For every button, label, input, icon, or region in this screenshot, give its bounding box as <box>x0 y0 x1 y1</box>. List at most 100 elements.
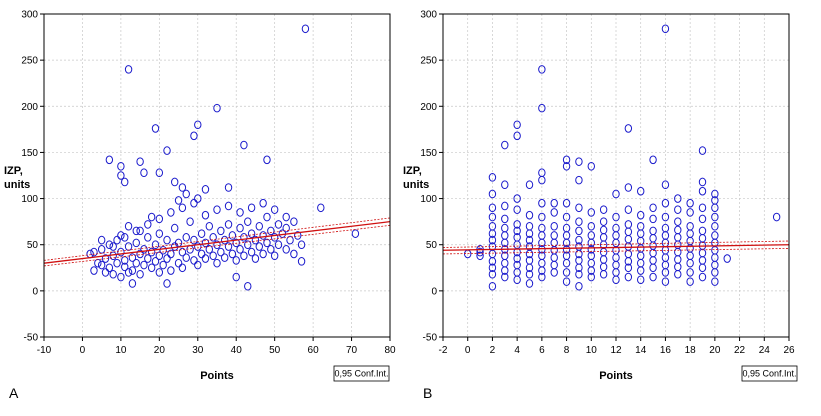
data-point <box>163 254 171 263</box>
data-point <box>124 268 133 277</box>
data-point <box>513 131 521 141</box>
data-point <box>488 263 497 273</box>
x-axis-label: Points <box>200 370 234 382</box>
scatter-panel-b: -2 0 2 4 6 8 10 12 14 16 18 20 22 24 26-50050100150200… <box>403 10 798 401</box>
data-point <box>94 258 102 268</box>
data-point <box>575 217 583 226</box>
data-point <box>217 247 225 257</box>
data-point <box>587 231 595 240</box>
data-point <box>251 254 260 263</box>
data-point <box>97 260 106 270</box>
data-point <box>575 242 583 251</box>
x-axis-label: Points <box>599 370 633 382</box>
data-point <box>244 217 252 226</box>
confidence-band-line <box>443 248 789 255</box>
x-tick-label: 24 <box>759 345 771 356</box>
data-point <box>90 247 98 257</box>
data-point <box>538 65 546 74</box>
data-point <box>612 189 620 199</box>
data-point <box>190 131 198 141</box>
data-point <box>488 281 497 291</box>
data-point <box>282 245 290 254</box>
data-point <box>674 217 682 226</box>
data-point <box>550 268 558 277</box>
data-point <box>132 238 140 248</box>
x-tick-label: 0 <box>80 345 86 356</box>
data-point <box>167 266 175 275</box>
data-point <box>121 177 129 187</box>
data-point <box>698 146 707 155</box>
data-point <box>128 253 137 262</box>
data-point <box>117 272 125 282</box>
y-tick-label: 200 <box>21 102 38 113</box>
data-point <box>525 269 534 279</box>
y-tick-label: 150 <box>21 148 38 159</box>
legend-frame <box>333 365 390 382</box>
data-point <box>538 168 546 178</box>
data-point <box>201 254 210 263</box>
confidence-band-line <box>44 217 390 261</box>
data-point <box>121 233 129 242</box>
x-tick-label: 80 <box>384 345 396 356</box>
regression-line <box>443 244 789 251</box>
y-tick-label: 200 <box>420 102 437 113</box>
data-point <box>674 233 682 242</box>
data-point <box>649 203 657 213</box>
data-point <box>501 180 509 190</box>
plot-area <box>443 24 789 291</box>
data-point <box>661 223 670 233</box>
y-tick-label: 100 <box>420 194 437 205</box>
data-point <box>90 266 98 275</box>
data-point <box>686 198 694 208</box>
data-point <box>232 272 240 282</box>
data-point <box>624 234 633 244</box>
data-point <box>612 223 620 233</box>
data-point <box>224 183 233 192</box>
data-point <box>247 229 256 238</box>
data-point <box>525 279 534 288</box>
data-point <box>587 245 595 254</box>
data-point <box>259 249 267 259</box>
data-point <box>255 221 263 231</box>
data-point <box>286 235 294 245</box>
data-point <box>488 203 497 213</box>
data-point <box>562 223 571 233</box>
data-point <box>513 226 521 236</box>
x-tick-label: 0 <box>465 345 471 356</box>
y-tick-label: 100 <box>21 194 38 205</box>
data-point <box>117 161 125 171</box>
panel-label: B <box>423 385 432 401</box>
data-point <box>661 180 670 190</box>
data-point <box>155 214 164 224</box>
x-tick-label: 4 <box>514 345 520 356</box>
data-point <box>562 198 571 208</box>
x-tick-label: 40 <box>231 345 243 356</box>
data-point <box>209 251 217 261</box>
data-point <box>538 223 546 233</box>
data-point <box>624 205 633 214</box>
data-point <box>255 242 263 251</box>
data-point <box>105 240 114 250</box>
data-point <box>562 155 571 165</box>
data-point <box>155 268 164 277</box>
data-point <box>550 260 558 270</box>
data-point <box>637 186 645 196</box>
data-point <box>144 220 152 229</box>
data-point <box>698 186 707 196</box>
data-point <box>562 277 571 286</box>
x-tick-label: 26 <box>783 345 795 356</box>
data-point <box>661 24 670 34</box>
data-point <box>159 245 167 255</box>
plot-area <box>44 24 390 291</box>
data-point <box>575 235 583 245</box>
data-point <box>109 242 117 251</box>
data-point <box>155 229 164 238</box>
data-point <box>167 249 175 259</box>
data-point <box>624 183 633 192</box>
data-point <box>488 221 497 231</box>
data-point <box>228 231 237 240</box>
regression-line <box>44 220 390 264</box>
data-point <box>661 277 670 286</box>
y-tick-label: -50 <box>423 333 438 344</box>
data-point <box>575 269 583 279</box>
